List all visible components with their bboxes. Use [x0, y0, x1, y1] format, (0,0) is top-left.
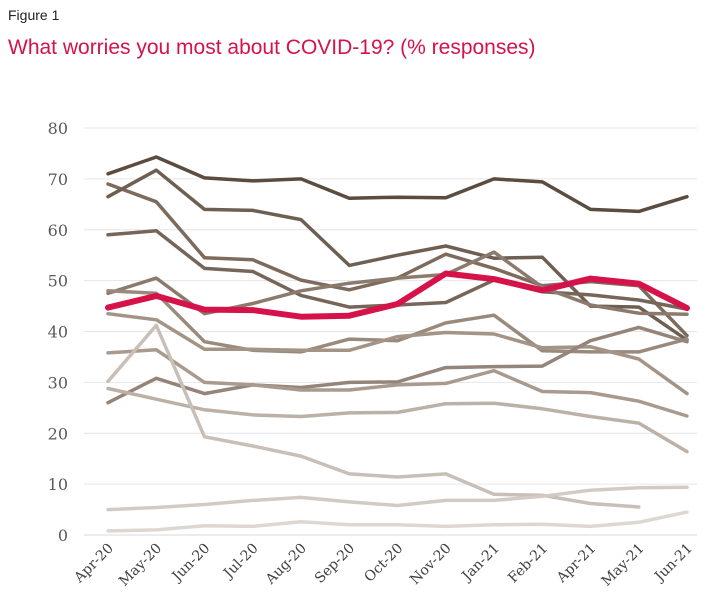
x-tick-label: May-20	[116, 541, 165, 590]
series-line-series-1	[106, 155, 689, 214]
series-line-series-14	[106, 510, 689, 533]
x-tick-label: Nov-20	[407, 541, 454, 588]
x-axis-ticks: Apr-20 May-20 Jun-20 Jul-20 Aug-20 Sep-20 Oct-…	[71, 541, 696, 590]
y-tick-label: 60	[48, 221, 68, 240]
gridlines	[84, 127, 697, 536]
y-tick-label: 40	[48, 323, 68, 342]
series-line-series-5	[106, 250, 689, 316]
x-tick-label: Apr-20	[71, 541, 117, 587]
x-tick-label: Jul-20	[219, 541, 261, 583]
figure-label: Figure 1	[8, 7, 60, 23]
series-line-series-6	[105, 270, 690, 320]
x-tick-label: Jun-21	[650, 541, 695, 586]
chart-title: What worries you most about COVID-19? (%…	[8, 36, 536, 59]
x-tick-label: Aug-20	[262, 541, 310, 589]
series-line-series-10	[106, 348, 689, 418]
series-line-series-9	[106, 325, 689, 405]
x-tick-label: Jan-21	[458, 541, 503, 586]
y-tick-label: 0	[58, 526, 68, 545]
x-tick-label: Sep-20	[312, 541, 358, 587]
x-tick-label: Jun-20	[168, 541, 213, 586]
y-tick-label: 80	[48, 119, 68, 138]
series-line-series-8	[106, 311, 689, 396]
y-tick-label: 20	[48, 424, 68, 443]
x-tick-label: May-21	[599, 541, 648, 590]
y-tick-label: 50	[48, 272, 68, 291]
series-line-series-4	[106, 229, 689, 311]
y-tick-label: 10	[48, 475, 68, 494]
x-tick-label: Oct-20	[361, 541, 406, 586]
y-tick-label: 30	[48, 373, 68, 392]
x-tick-label: Feb-21	[505, 541, 551, 587]
series-line-series-13	[106, 485, 689, 512]
series-line-series-7	[106, 289, 689, 354]
y-tick-label: 70	[48, 170, 68, 189]
x-tick-label: Apr-21	[553, 541, 599, 587]
y-axis-ticks: 0 10 20 30 40 50 60 70 80	[48, 119, 68, 545]
series-lines	[105, 155, 690, 533]
series-line-series-11	[106, 386, 689, 454]
